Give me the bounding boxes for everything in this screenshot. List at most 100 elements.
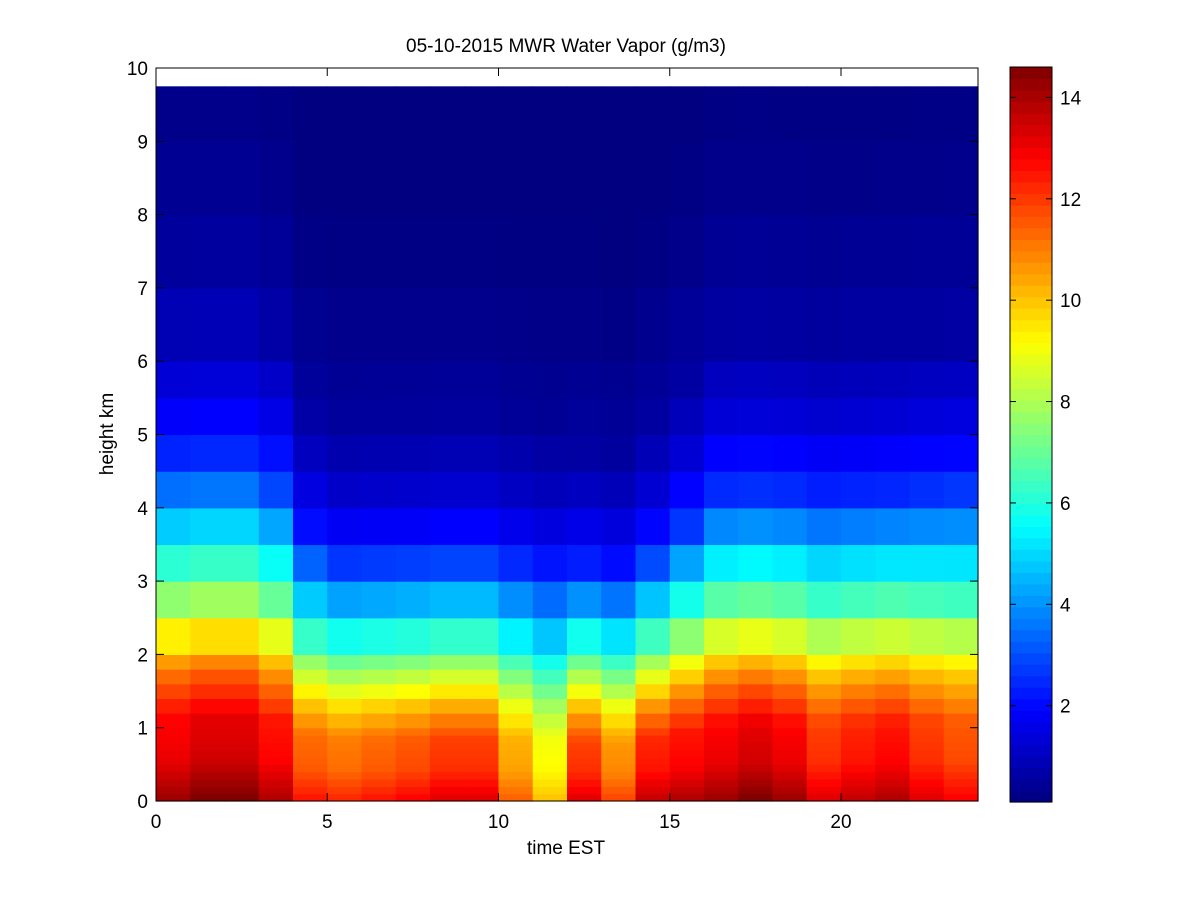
heatmap-cell	[841, 779, 876, 787]
heatmap-cell	[841, 742, 876, 751]
heatmap-cell	[841, 713, 876, 729]
heatmap-cell	[224, 581, 260, 619]
heatmap-cell	[395, 742, 431, 751]
heatmap-cell	[841, 683, 876, 699]
colorbar-segment	[1010, 158, 1052, 171]
heatmap-cell	[738, 287, 774, 362]
colorbar-segment	[1010, 216, 1052, 229]
heatmap-cell	[841, 749, 876, 758]
heatmap-cell	[361, 287, 397, 362]
heatmap-cell	[601, 786, 637, 795]
heatmap-cell	[464, 793, 500, 802]
colorbar-segment	[1010, 641, 1052, 654]
heatmap-cell	[601, 771, 637, 780]
heatmap-cell	[156, 617, 191, 655]
heatmap-cell	[943, 507, 979, 546]
heatmap-cell	[190, 793, 226, 802]
heatmap-cell	[875, 287, 911, 362]
heatmap-cell	[772, 713, 808, 729]
heatmap-cell	[635, 742, 671, 751]
heatmap-cell	[293, 771, 328, 780]
heatmap-cell	[156, 654, 191, 670]
heatmap-cell	[601, 617, 637, 655]
heatmap-cell	[430, 86, 465, 142]
colorbar-segment	[1010, 468, 1052, 482]
colorbar-segment	[1010, 664, 1052, 677]
heatmap-cell	[293, 654, 328, 670]
heatmap-cell	[293, 397, 328, 436]
heatmap-cell	[806, 141, 842, 216]
heatmap-cell	[258, 141, 294, 216]
heatmap-cell	[498, 771, 534, 780]
heatmap-cell	[361, 434, 397, 472]
heatmap-cell	[909, 727, 945, 736]
heatmap-cell	[738, 698, 774, 714]
heatmap-cell	[806, 779, 842, 787]
heatmap-cell	[498, 764, 534, 773]
heatmap-cell	[806, 617, 842, 655]
heatmap-cell	[532, 669, 568, 685]
heatmap-cell	[567, 434, 602, 472]
heatmap-cell	[293, 713, 328, 729]
heatmap-cell	[806, 654, 842, 670]
heatmap-cell	[943, 793, 979, 802]
heatmap-cell	[532, 397, 568, 436]
y-tick-label: 5	[137, 426, 148, 447]
heatmap-cell	[909, 669, 945, 685]
heatmap-cell	[224, 654, 260, 670]
heatmap-cell	[293, 507, 328, 546]
heatmap-cell	[498, 735, 534, 743]
heatmap-cell	[258, 727, 294, 736]
heatmap-cell	[293, 617, 328, 655]
heatmap-cell	[704, 507, 739, 546]
heatmap-cell	[430, 764, 465, 773]
heatmap-cell	[327, 507, 363, 546]
heatmap-cell	[567, 287, 602, 362]
heatmap-cell	[567, 397, 602, 436]
heatmap-cell	[395, 141, 431, 216]
heatmap-cell	[395, 786, 431, 795]
heatmap-cell	[156, 669, 191, 685]
heatmap-cell	[909, 786, 945, 795]
heatmap-cell	[806, 727, 842, 736]
heatmap-cell	[327, 786, 363, 795]
heatmap-cell	[498, 86, 534, 142]
heatmap-cell	[190, 287, 226, 362]
heatmap-cell	[567, 86, 602, 142]
heatmap-cell	[258, 683, 294, 699]
heatmap-cell	[190, 617, 226, 655]
heatmap-cell	[156, 698, 191, 714]
heatmap-cell	[601, 713, 637, 729]
heatmap-cell	[361, 683, 397, 699]
heatmap-cell	[156, 86, 191, 142]
heatmap-cell	[635, 749, 671, 758]
heatmap-cell	[738, 581, 774, 619]
heatmap-cell	[532, 214, 568, 289]
colorbar-segment	[1010, 89, 1052, 103]
colorbar-segment	[1010, 67, 1052, 80]
heatmap-cell	[669, 727, 705, 736]
heatmap-cell	[841, 735, 876, 743]
heatmap-cell	[258, 581, 294, 619]
heatmap-cell	[361, 397, 397, 436]
heatmap-cell	[293, 779, 328, 787]
heatmap-cell	[327, 141, 363, 216]
heatmap-cell	[532, 287, 568, 362]
colorbar-segment	[1010, 744, 1052, 757]
heatmap-cell	[943, 713, 979, 729]
x-tick-label: 5	[322, 812, 333, 833]
heatmap-cell	[943, 698, 979, 714]
heatmap-cell	[704, 361, 739, 399]
heatmap-cell	[601, 654, 637, 670]
heatmap-cell	[498, 727, 534, 736]
heatmap-cell	[875, 735, 911, 743]
heatmap-cell	[772, 771, 808, 780]
heatmap-cell	[361, 698, 397, 714]
heatmap-cell	[909, 287, 945, 362]
colorbar-tick-label: 10	[1060, 291, 1081, 312]
heatmap-cell	[772, 735, 808, 743]
heatmap-cell	[498, 397, 534, 436]
colorbar-segment	[1010, 262, 1052, 275]
heatmap-cell	[738, 742, 774, 751]
